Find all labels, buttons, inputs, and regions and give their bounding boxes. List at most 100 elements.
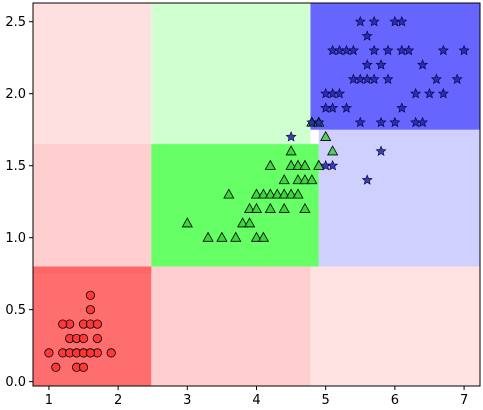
point-star bbox=[354, 116, 366, 128]
point-star bbox=[403, 44, 415, 56]
x-axis: 1 2 3 4 5 6 7 bbox=[45, 386, 468, 408]
point-star bbox=[327, 159, 339, 171]
decision-region bbox=[33, 144, 152, 274]
point-star bbox=[285, 131, 297, 142]
point-triangle bbox=[257, 188, 270, 199]
point-star bbox=[382, 44, 394, 56]
point-triangle bbox=[313, 159, 325, 170]
point-triangle bbox=[278, 188, 290, 199]
x-tick-label: 6 bbox=[391, 393, 399, 408]
point-triangle bbox=[292, 159, 304, 170]
point-triangle bbox=[250, 231, 263, 242]
point-star bbox=[368, 73, 380, 84]
point-star bbox=[375, 116, 387, 128]
point-star bbox=[368, 44, 380, 56]
decision-region bbox=[318, 129, 480, 267]
x-tick-label: 3 bbox=[183, 393, 191, 408]
point-circle bbox=[51, 362, 61, 372]
y-tick-label: 0.5 bbox=[5, 303, 26, 318]
point-circle bbox=[58, 319, 68, 329]
point-triangle bbox=[202, 231, 214, 242]
point-triangle bbox=[264, 188, 276, 199]
point-triangle bbox=[326, 145, 339, 156]
point-star bbox=[396, 102, 408, 113]
x-tick-label: 4 bbox=[252, 393, 260, 408]
point-circle bbox=[92, 319, 102, 329]
point-star bbox=[340, 102, 352, 113]
x-tick-label: 5 bbox=[322, 393, 330, 408]
y-tick-label: 1.0 bbox=[5, 231, 26, 246]
point-star bbox=[320, 102, 332, 113]
point-triangle bbox=[237, 217, 249, 228]
point-triangle bbox=[230, 231, 242, 242]
y-tick-label: 2.0 bbox=[5, 87, 26, 102]
point-circle bbox=[44, 348, 54, 358]
y-tick-label: 1.5 bbox=[5, 159, 26, 174]
point-triangle bbox=[292, 188, 304, 199]
point-triangle bbox=[278, 174, 290, 185]
decision-region bbox=[151, 3, 311, 145]
point-triangle bbox=[264, 159, 276, 170]
point-star bbox=[451, 73, 463, 84]
point-triangle bbox=[299, 202, 311, 213]
point-star bbox=[375, 59, 387, 70]
point-star bbox=[313, 116, 325, 128]
x-tick-label: 2 bbox=[114, 393, 122, 408]
point-star bbox=[410, 87, 422, 99]
point-triangle bbox=[285, 159, 297, 170]
point-triangle bbox=[223, 188, 235, 199]
point-star bbox=[423, 87, 435, 99]
point-triangle bbox=[299, 174, 311, 185]
point-star bbox=[417, 116, 429, 128]
point-star bbox=[437, 44, 449, 56]
point-star bbox=[354, 15, 366, 27]
point-star bbox=[334, 87, 346, 99]
point-triangle bbox=[285, 188, 297, 199]
decision-region bbox=[310, 266, 480, 386]
point-circle bbox=[78, 362, 89, 372]
data-points bbox=[44, 15, 470, 372]
point-star bbox=[361, 59, 373, 70]
point-star bbox=[437, 87, 449, 99]
x-tick-label: 7 bbox=[460, 393, 468, 408]
point-circle bbox=[106, 348, 116, 358]
point-star bbox=[417, 59, 429, 70]
point-triangle bbox=[320, 130, 332, 141]
point-triangle bbox=[250, 202, 263, 213]
decision-regions bbox=[33, 3, 480, 386]
point-triangle bbox=[216, 231, 228, 242]
point-triangle bbox=[299, 159, 311, 170]
point-triangle bbox=[271, 188, 283, 199]
point-triangle bbox=[278, 202, 290, 213]
point-circle bbox=[78, 333, 89, 344]
y-tick-label: 2.5 bbox=[5, 15, 26, 30]
point-star bbox=[382, 73, 394, 84]
point-star bbox=[430, 73, 442, 84]
point-triangle bbox=[257, 231, 270, 242]
point-star bbox=[368, 15, 380, 27]
point-circle bbox=[85, 348, 96, 358]
point-star bbox=[361, 30, 373, 41]
x-tick-label: 1 bbox=[45, 393, 53, 408]
point-circle bbox=[85, 290, 96, 300]
y-tick-label: 0.0 bbox=[5, 375, 26, 390]
point-circle bbox=[92, 333, 102, 344]
point-star bbox=[389, 116, 401, 128]
point-triangle bbox=[285, 145, 297, 156]
decision-region bbox=[33, 3, 152, 274]
point-triangle bbox=[306, 174, 318, 185]
point-triangle bbox=[243, 217, 256, 228]
decision-region bbox=[151, 144, 319, 267]
point-triangle bbox=[181, 217, 193, 228]
point-triangle bbox=[264, 202, 276, 213]
point-star bbox=[458, 44, 470, 56]
point-triangle bbox=[243, 202, 256, 213]
point-star bbox=[375, 145, 387, 156]
point-star bbox=[347, 44, 359, 56]
point-triangle bbox=[250, 188, 263, 199]
point-circle bbox=[85, 305, 96, 315]
point-triangle bbox=[292, 174, 304, 185]
decision-region bbox=[151, 266, 311, 386]
point-star bbox=[396, 15, 408, 27]
